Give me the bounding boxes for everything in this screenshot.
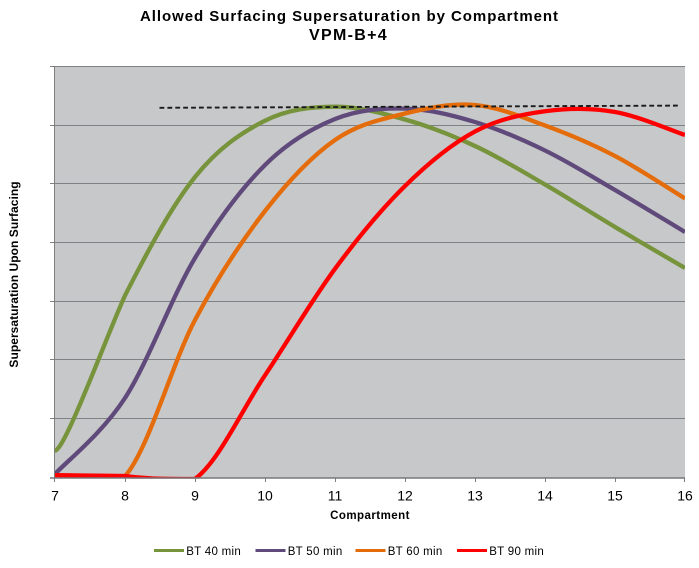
svg-text:Allowed Surfacing Supersaturat: Allowed Surfacing Supersaturation by Com… <box>140 8 559 25</box>
svg-text:Supersaturation Upon Surfacing: Supersaturation Upon Surfacing <box>7 181 21 367</box>
svg-text:15: 15 <box>607 488 623 504</box>
svg-text:BT 50 min: BT 50 min <box>288 546 343 558</box>
svg-text:8: 8 <box>121 488 129 504</box>
svg-text:9: 9 <box>191 488 199 504</box>
svg-text:BT 60 min: BT 60 min <box>388 546 443 558</box>
svg-text:Compartment: Compartment <box>330 510 410 522</box>
svg-text:13: 13 <box>467 488 483 504</box>
svg-text:11: 11 <box>328 488 343 504</box>
svg-text:10: 10 <box>257 488 273 504</box>
svg-text:16: 16 <box>677 488 693 504</box>
svg-text:12: 12 <box>397 488 413 504</box>
svg-text:BT 40 min: BT 40 min <box>186 546 241 558</box>
svg-text:VPM-B+4: VPM-B+4 <box>309 27 388 44</box>
svg-text:7: 7 <box>51 488 59 504</box>
svg-text:BT 90 min: BT 90 min <box>489 546 544 558</box>
svg-text:14: 14 <box>537 488 553 504</box>
